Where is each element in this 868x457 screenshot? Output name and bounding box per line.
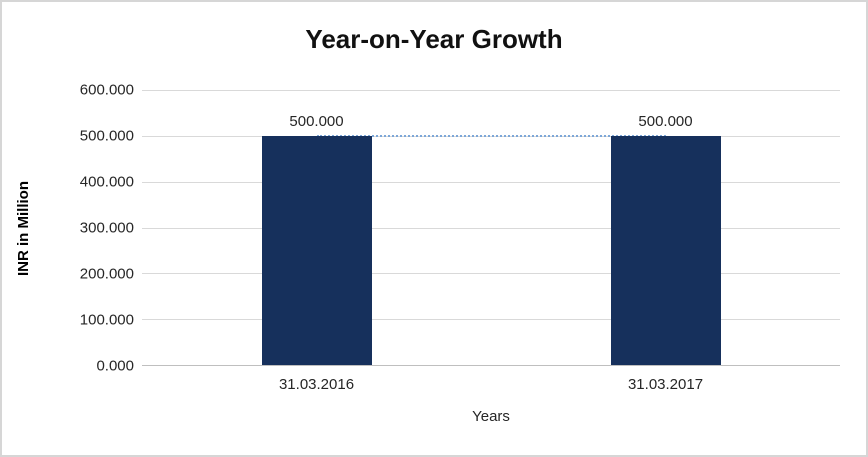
bar (610, 135, 721, 365)
plot-area: 500.000 500.000 (142, 90, 840, 366)
y-axis-tick-label: 100.000 (79, 311, 134, 329)
y-axis-title-wrap: INR in Million (10, 90, 36, 366)
gridline (142, 90, 840, 91)
y-axis-tick-label: 0.000 (96, 357, 134, 375)
chart-title: Year-on-Year Growth (305, 24, 563, 54)
y-axis-tick-label: 300.000 (79, 219, 134, 237)
bar (261, 135, 372, 365)
data-label: 500.000 (289, 112, 344, 130)
gridline (142, 227, 840, 229)
x-axis-tick-labels: 31.03.2016 31.03.2017 (142, 376, 840, 396)
y-axis-title: INR in Million (14, 180, 32, 276)
y-axis-tick-label: 500.000 (79, 127, 134, 145)
gridline (142, 273, 840, 275)
gridline (142, 181, 840, 183)
gridline (142, 319, 840, 321)
x-axis-tick-label: 31.03.2016 (278, 376, 355, 393)
series-connector-line (316, 134, 666, 137)
x-axis-tick-label: 31.03.2017 (627, 376, 704, 393)
y-axis-tick-labels: 0.000 100.000 200.000 300.000 400.000 500.000… (42, 82, 134, 375)
x-axis-title: Years (472, 408, 510, 425)
y-axis-tick-label: 600.000 (79, 81, 134, 99)
y-axis-tick-label: 200.000 (79, 265, 134, 283)
data-label: 500.000 (638, 112, 693, 130)
y-axis-tick-label: 400.000 (79, 173, 134, 191)
